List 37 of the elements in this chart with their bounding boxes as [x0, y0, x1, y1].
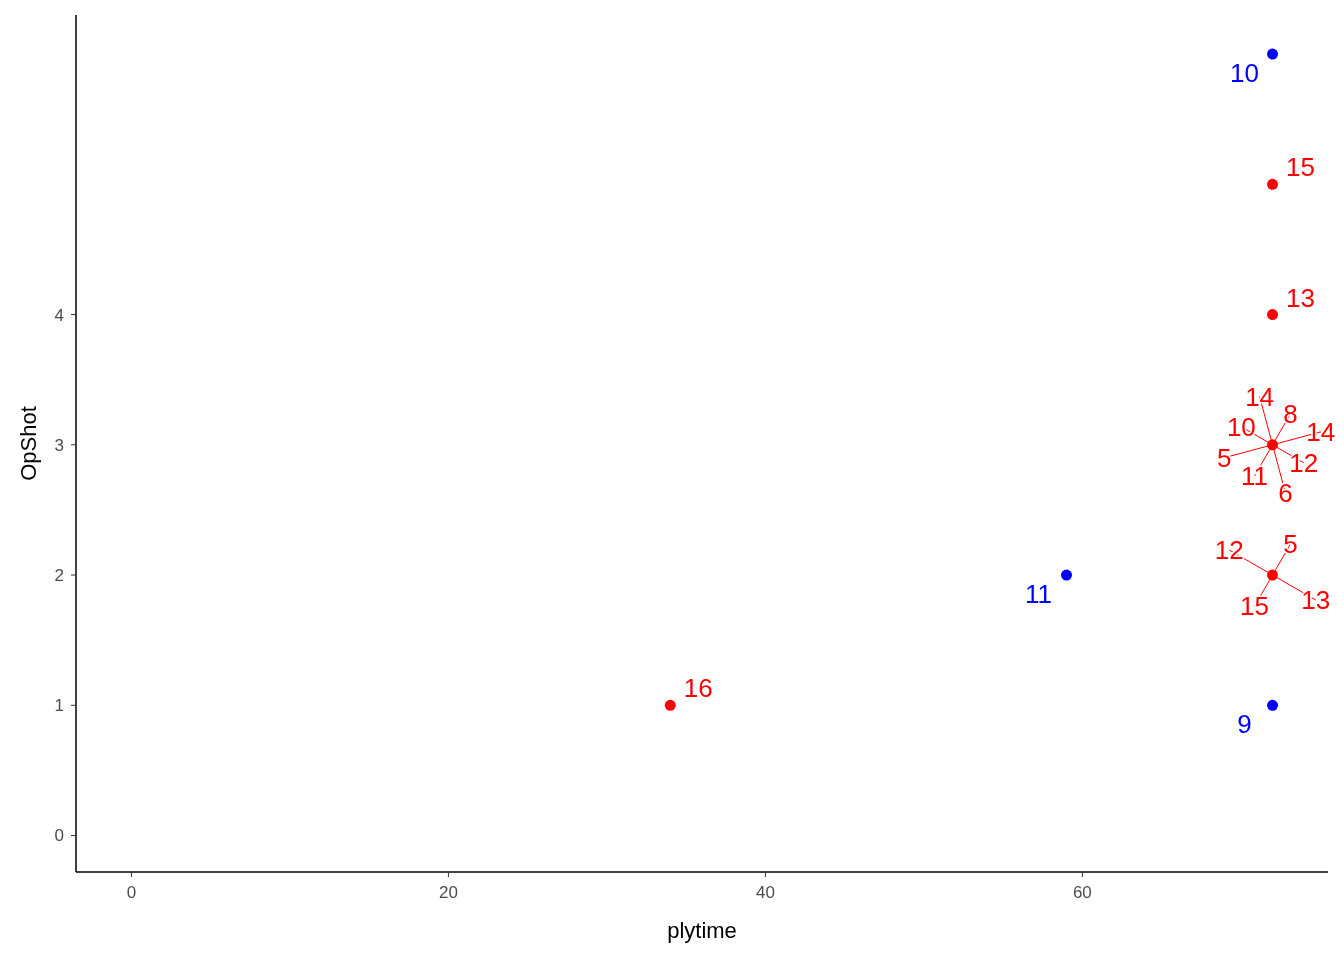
annotation: 13 [1286, 282, 1315, 313]
annotation: 5 [1283, 528, 1298, 559]
annotation: 15 [1286, 152, 1315, 183]
annotation: 6 [1278, 478, 1293, 509]
annotation: 14 [1245, 381, 1275, 412]
point [1267, 48, 1279, 60]
annotation: 13 [1301, 585, 1331, 616]
point [1061, 569, 1073, 581]
annotation: 12 [1289, 447, 1319, 478]
annotation: 14 [1306, 416, 1336, 447]
annotation: 9 [1237, 709, 1252, 740]
point [1267, 439, 1279, 451]
point [1267, 699, 1279, 711]
annotation: 11 [1025, 579, 1053, 610]
x-tick-label: 40 [755, 883, 775, 902]
annotation: 16 [683, 673, 713, 704]
y-tick-label: 4 [54, 305, 64, 325]
y-tick-label: 0 [54, 826, 64, 846]
y-tick-label: 2 [54, 566, 64, 585]
x-axis-title: plytime [667, 918, 737, 943]
point [1267, 178, 1279, 190]
y-tick-label: 3 [54, 435, 64, 455]
point [1267, 309, 1279, 321]
annotation: 10 [1226, 411, 1256, 442]
x-tick-label: 60 [1072, 883, 1092, 902]
point [1267, 569, 1279, 581]
y-axis-title: OpShot [16, 406, 41, 481]
annotation: 10 [1230, 58, 1259, 89]
annotation: 15 [1240, 591, 1269, 622]
x-tick-label: 20 [438, 883, 458, 902]
x-tick-label: 0 [126, 883, 137, 902]
annotation: 5 [1217, 442, 1232, 473]
point [664, 699, 676, 711]
annotation: 11 [1241, 460, 1269, 491]
y-tick-label: 1 [54, 696, 64, 716]
annotation: 8 [1283, 398, 1298, 429]
annotation: 12 [1214, 535, 1244, 566]
